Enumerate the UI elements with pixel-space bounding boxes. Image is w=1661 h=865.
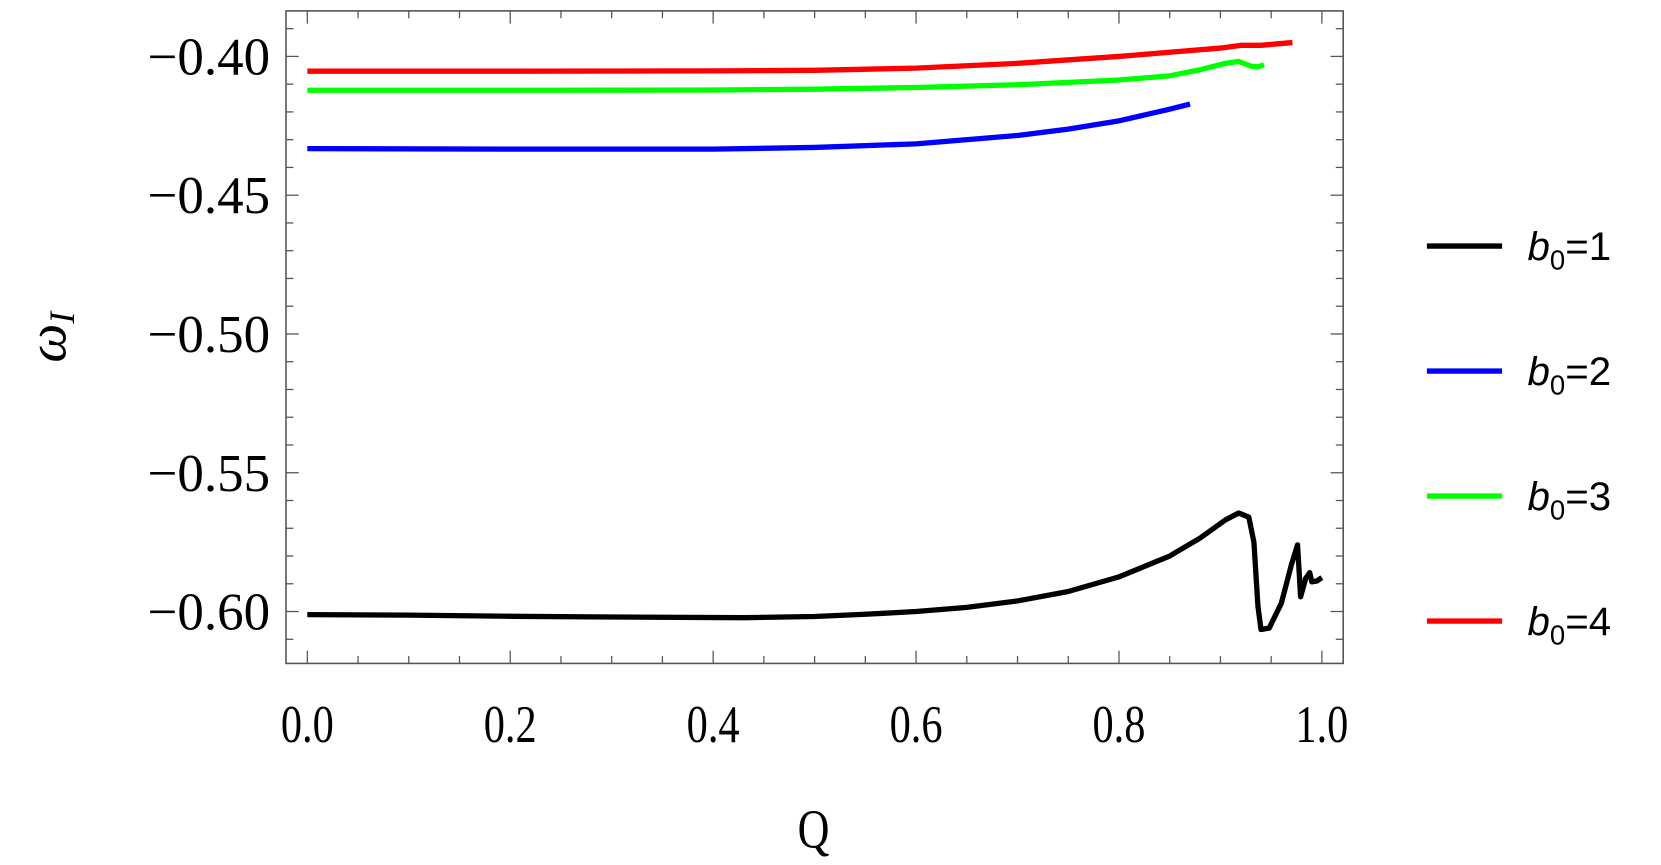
legend-label: b0=1: [1528, 224, 1612, 276]
series-line-1: [307, 510, 1324, 633]
series-line-3: [307, 58, 1265, 93]
axis-ticks: [286, 10, 1344, 664]
y-tick-label: −0.50: [148, 306, 271, 364]
x-tick-label: 0.6: [890, 695, 943, 754]
y-axis-title: ωI: [17, 310, 82, 363]
x-axis-title: Q: [798, 799, 830, 860]
legend-label: b0=2: [1528, 349, 1612, 401]
series-line-4: [307, 39, 1293, 74]
x-tick-label: 0.0: [281, 695, 334, 754]
x-tick-label: 0.4: [687, 695, 740, 754]
y-tick-label: −0.60: [148, 584, 271, 642]
y-tick-label: −0.55: [148, 445, 271, 503]
plot-frame: [285, 10, 1345, 665]
y-tick-labels: −0.40 −0.45 −0.50 −0.55 −0.60: [148, 28, 271, 641]
legend-label: b0=3: [1528, 474, 1612, 526]
x-tick-label: 0.2: [484, 695, 537, 754]
legend-label: b0=4: [1528, 599, 1612, 651]
y-axis-title-text: ωI: [17, 310, 82, 363]
x-tick-label: 0.8: [1093, 695, 1146, 754]
x-tick-label: 1.0: [1295, 695, 1348, 754]
legend-item-4: b0=4: [1426, 599, 1612, 651]
y-tick-label: −0.45: [148, 167, 271, 225]
x-tick-labels: 0.0 0.2 0.4 0.6 0.8 1.0: [281, 695, 1349, 754]
legend: b0=1 b0=2 b0=3 b0=4: [1426, 224, 1612, 651]
series-group: [307, 39, 1324, 633]
series-line-2: [307, 101, 1191, 152]
y-tick-label: −0.40: [148, 28, 271, 86]
legend-item-1: b0=1: [1426, 224, 1612, 276]
legend-item-3: b0=3: [1426, 474, 1612, 526]
legend-item-2: b0=2: [1426, 349, 1612, 401]
